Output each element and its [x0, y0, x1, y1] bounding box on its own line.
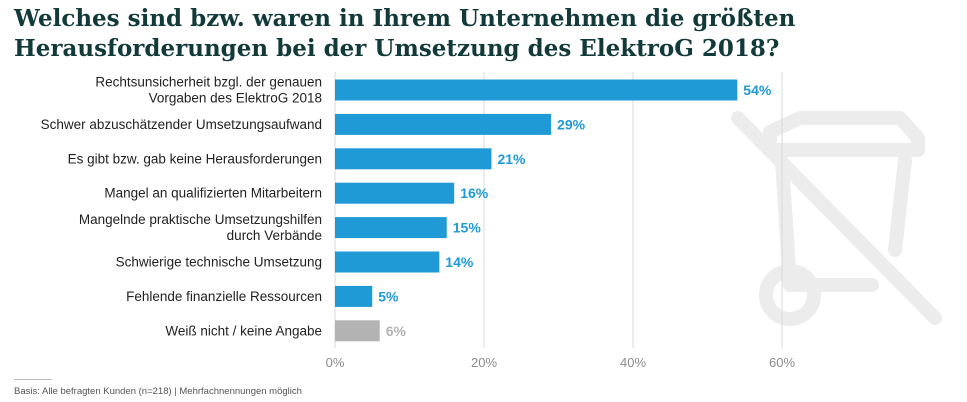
chart-title: Welches sind bzw. waren in Ihrem Unterne…: [14, 5, 796, 62]
category-label: Schwer abzuschätzender Umsetzungsaufwand: [41, 117, 322, 132]
value-label: 21%: [497, 151, 526, 167]
value-label: 5%: [378, 288, 399, 304]
value-label: 6%: [386, 323, 407, 339]
x-tick-label: 20%: [471, 355, 497, 370]
category-labels: Rechtsunsicherheit bzgl. der genauenVorg…: [41, 75, 322, 339]
watermark-bin-lid: [763, 111, 925, 157]
footnote-divider: [14, 379, 52, 380]
category-label: Mangel an qualifizierten Mitarbeitern: [104, 186, 322, 201]
bar: [335, 182, 455, 204]
bar: [335, 79, 738, 101]
x-tick-label: 60%: [769, 355, 795, 370]
gridlines: [334, 72, 783, 348]
bar: [335, 217, 447, 239]
x-tick-labels: 0% 20% 40% 60%: [326, 355, 796, 370]
bars: [335, 79, 738, 342]
bar: [335, 320, 380, 342]
value-label: 14%: [445, 254, 474, 270]
value-label: 54%: [743, 82, 772, 98]
value-label: 29%: [557, 116, 586, 132]
category-label: Schwierige technische Umsetzung: [116, 255, 322, 270]
value-label: 15%: [453, 220, 482, 236]
category-label: Fehlende finanzielle Ressourcen: [126, 289, 322, 304]
bar: [335, 148, 492, 170]
watermark-bin-side: [888, 153, 912, 257]
category-label: Mangelnde praktische Umsetzungshilfen: [79, 212, 322, 227]
value-label: 16%: [460, 185, 489, 201]
watermark-bin-body: [775, 155, 879, 292]
x-tick-label: 0%: [326, 355, 345, 370]
watermark-bin-icon: [731, 111, 942, 326]
category-label: Weiß nicht / keine Angabe: [165, 323, 322, 338]
watermark-bin-wheel: [759, 264, 821, 326]
category-label: Vorgaben des ElektroG 2018: [149, 91, 322, 106]
x-tick-label: 40%: [620, 355, 646, 370]
category-label: Es gibt bzw. gab keine Herausforderungen: [68, 151, 322, 166]
category-label: durch Verbände: [227, 228, 322, 243]
value-labels: 54% 29% 21% 16% 15% 14% 5% 6%: [378, 82, 772, 339]
bar: [335, 251, 440, 273]
bar: [335, 113, 552, 135]
footnote: Basis: Alle befragten Kunden (n=218) | M…: [14, 386, 302, 397]
bar: [335, 285, 373, 307]
category-label: Rechtsunsicherheit bzgl. der genauen: [95, 75, 322, 90]
